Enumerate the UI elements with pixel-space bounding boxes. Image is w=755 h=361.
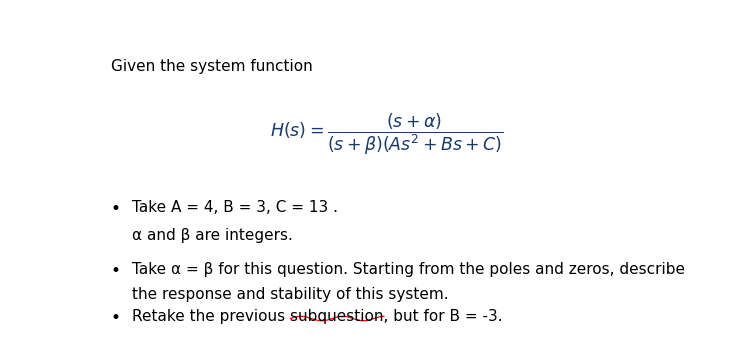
Text: •: • [111,261,121,279]
Text: •: • [111,200,121,218]
Text: Retake the previous subquestion: Retake the previous subquestion [132,309,384,324]
Text: •: • [111,309,121,327]
Text: Take A = 4, B = 3, C = 13 .: Take A = 4, B = 3, C = 13 . [132,200,338,216]
Text: Given the system function: Given the system function [111,58,313,74]
Text: Retake the previous subquestion, but for B = -3.: Retake the previous subquestion, but for… [132,309,503,324]
Text: the response and stability of this system.: the response and stability of this syste… [132,287,449,301]
Text: Retake the previous: Retake the previous [132,309,291,324]
Text: α and β are integers.: α and β are integers. [132,228,293,243]
Text: Take α = β for this question. Starting from the poles and zeros, describe: Take α = β for this question. Starting f… [132,261,686,277]
Text: $H(s) = \dfrac{(s + \alpha)}{(s + \beta)(As^2 + Bs + C)}$: $H(s) = \dfrac{(s + \alpha)}{(s + \beta)… [270,112,504,157]
